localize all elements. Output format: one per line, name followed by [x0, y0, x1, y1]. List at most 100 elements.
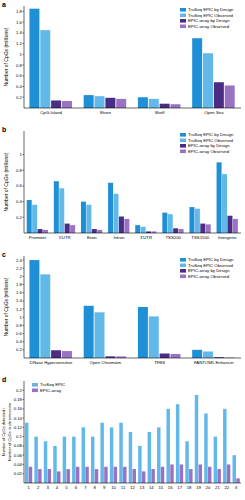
x-tick-label: 2 [37, 485, 40, 490]
legend-swatch [180, 14, 186, 18]
bar [141, 227, 146, 233]
x-tick-label: 22 [224, 485, 229, 490]
bar [223, 409, 226, 483]
bar [110, 427, 113, 483]
bar [166, 409, 169, 483]
bars [29, 260, 234, 358]
bar [85, 467, 88, 483]
bar [227, 464, 230, 483]
x-tick-label: 5'UTR [59, 235, 71, 240]
bar [114, 467, 117, 483]
x-tick-label: Intron [113, 235, 125, 240]
legend-swatch [180, 19, 186, 23]
y-tick [23, 43, 25, 44]
y-tick [23, 333, 25, 334]
bar [76, 467, 79, 483]
y-tick [23, 309, 25, 310]
y-tick-label: 2.4 [16, 258, 23, 263]
x-tick-label: DNase Hypersensitive [30, 360, 73, 365]
y-tick-label: 0.2 [16, 215, 23, 220]
x-tick-label: 12 [130, 485, 135, 490]
y-tick [23, 201, 25, 202]
y-tick-label: 1 [20, 315, 23, 320]
bar [108, 183, 113, 233]
y-tick [23, 11, 25, 12]
y-tick-label: 1 [20, 52, 23, 57]
bar [27, 200, 32, 233]
x-tick-label: 17 [177, 485, 182, 490]
x-tick-label: 4 [56, 485, 59, 490]
bar [192, 350, 202, 358]
bar [170, 104, 180, 108]
bar [91, 437, 94, 483]
panel-letter: a [2, 1, 6, 8]
bar [168, 214, 173, 233]
y-tick-label: 2.2 [16, 266, 23, 271]
y-tick-label: 1.2 [16, 307, 23, 312]
x-tick-label: TSS200 [165, 235, 181, 240]
bar [29, 260, 39, 358]
bar [32, 205, 37, 233]
bar [65, 224, 70, 233]
bar [116, 99, 126, 108]
bar [95, 312, 105, 358]
y-tick [23, 436, 25, 437]
bar [95, 96, 105, 108]
legend-label: EPIC-array Observed [188, 274, 230, 279]
bar [195, 395, 198, 483]
x-axis [24, 108, 241, 109]
y-tick [23, 276, 25, 277]
y-axis [24, 6, 25, 108]
y-tick [23, 22, 25, 23]
y-tick [23, 300, 25, 301]
panel-letter: d [2, 376, 6, 383]
bar [57, 471, 60, 483]
bar [192, 38, 202, 108]
panel: aNumber of CpGs (millions)0.20.40.60.811… [2, 1, 241, 115]
bar [160, 104, 170, 108]
x-tick-label: 6 [75, 485, 78, 490]
bar [51, 100, 61, 108]
panel: bNumber of CpGs (millions)0.20.40.60.81P… [2, 126, 241, 240]
y-tick [23, 86, 25, 87]
bar [84, 306, 94, 358]
bar [200, 224, 205, 233]
x-tick-label: Open Sea [204, 110, 224, 115]
y-tick-label: 1.8 [16, 282, 23, 287]
bar [29, 9, 39, 108]
y-tick-label: 0.02 [14, 471, 23, 476]
bar [138, 446, 141, 483]
bar [208, 467, 211, 483]
y-axis [24, 131, 25, 233]
y-tick-label: 1.4 [16, 30, 23, 35]
x-tick-label: 11 [121, 485, 126, 490]
y-tick-label: 0.14 [14, 416, 23, 421]
bar [63, 437, 66, 483]
bars [25, 395, 240, 483]
bar [84, 95, 94, 108]
bar [119, 423, 122, 483]
x-tick-label: 7 [84, 485, 87, 490]
y-tick-label: 0.2 [16, 388, 23, 393]
legend-label: TruSeq EPIC [40, 382, 65, 387]
x-tick-label: TFBS [154, 360, 165, 365]
x-tick-label: 16 [168, 485, 173, 490]
bar [206, 224, 211, 233]
panel: dNumber of CpGs detected /Number of CpGs… [1, 376, 241, 490]
bar [233, 219, 238, 233]
x-tick-label: 20 [206, 485, 211, 490]
x-axis [24, 483, 241, 484]
y-tick-label: 0.06 [14, 453, 23, 458]
x-tick-label: 21 [215, 485, 220, 490]
legend-swatch [32, 383, 38, 387]
bar [227, 216, 232, 233]
y-tick-label: 0.4 [16, 339, 23, 344]
bar [151, 469, 154, 483]
x-axis [24, 233, 241, 234]
bar [138, 97, 148, 108]
bar [222, 174, 227, 233]
legend-swatch [180, 25, 186, 29]
x-tick-label: 19 [196, 485, 201, 490]
panel-letter: b [2, 126, 6, 133]
y-tick-label: 1.2 [16, 41, 23, 46]
